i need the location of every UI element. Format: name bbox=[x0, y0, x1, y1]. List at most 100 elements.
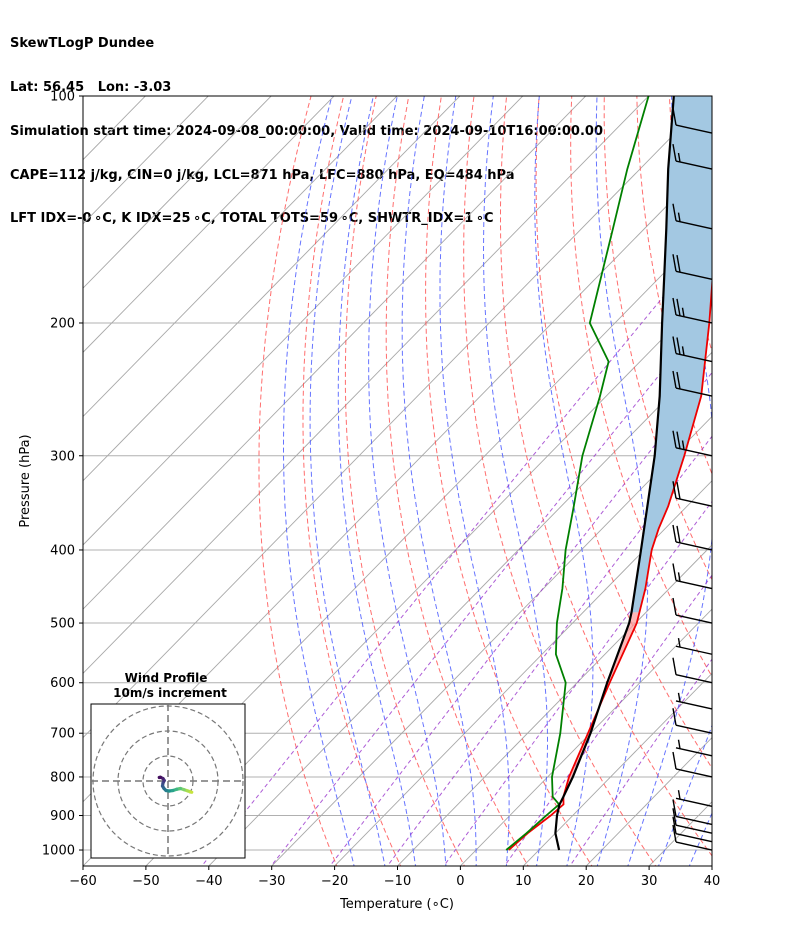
dry-adiabat bbox=[344, 96, 466, 866]
wind-barb bbox=[672, 336, 713, 363]
moist-adiabat bbox=[627, 96, 712, 866]
wind-barb bbox=[672, 143, 713, 170]
dry-adiabat bbox=[733, 82, 794, 869]
wind-barb bbox=[672, 524, 713, 551]
x-tick-label: −10 bbox=[384, 874, 411, 889]
cape-shading bbox=[561, 96, 712, 802]
x-tick-label: −50 bbox=[132, 874, 159, 889]
isotherm-line bbox=[83, 96, 587, 610]
wind-barb bbox=[675, 739, 713, 757]
x-tick-label: 40 bbox=[704, 874, 721, 889]
isotherm-line bbox=[83, 96, 209, 225]
wind-barb bbox=[672, 816, 713, 843]
x-axis: −60 −50 −40 −30 −20 −10 0 10 20 30 40 bbox=[69, 866, 720, 889]
wind-barb bbox=[675, 790, 713, 807]
y-tick-label: 100 bbox=[50, 90, 75, 105]
isotherm-line bbox=[83, 96, 272, 289]
wind-barb bbox=[672, 297, 713, 324]
mixing-ratio-line bbox=[329, 371, 712, 866]
dry-adiabat bbox=[302, 96, 402, 866]
x-tick-label: −60 bbox=[69, 874, 96, 889]
isotherm-line bbox=[459, 608, 712, 866]
wind-barb bbox=[672, 481, 713, 507]
y-tick-label: 300 bbox=[50, 449, 75, 464]
moist-adiabat bbox=[534, 96, 594, 866]
moist-adiabat bbox=[719, 79, 794, 869]
x-tick-label: −20 bbox=[321, 874, 348, 889]
isotherm-line bbox=[83, 96, 84, 97]
y-tick-label: 400 bbox=[50, 543, 75, 558]
isotherm-line bbox=[711, 865, 712, 866]
mixing-ratio-line bbox=[386, 435, 712, 866]
parcel-line bbox=[554, 96, 675, 851]
x-tick-label: −40 bbox=[195, 874, 222, 889]
y-tick-label: 200 bbox=[50, 316, 75, 331]
location-line: Lat: 56.45 Lon: -3.03 bbox=[10, 79, 172, 95]
x-tick-label: 20 bbox=[578, 874, 595, 889]
wind-barb bbox=[675, 692, 713, 710]
y-tick-label: 1000 bbox=[42, 844, 75, 859]
y-tick-label: 600 bbox=[50, 676, 75, 691]
x-axis-label: Temperature (∘C) bbox=[339, 897, 454, 912]
moist-adiabat bbox=[482, 96, 548, 866]
isotherm-line bbox=[145, 287, 712, 866]
dry-adiabat bbox=[500, 96, 712, 857]
dry-adiabat bbox=[425, 96, 593, 866]
positive-area-fill bbox=[631, 96, 712, 613]
dry-adiabat bbox=[701, 96, 712, 187]
dry-adiabat bbox=[535, 96, 712, 769]
wind-barb bbox=[672, 203, 713, 230]
moist-adiabat bbox=[309, 96, 386, 866]
isotherm-line bbox=[396, 544, 712, 866]
isotherm-line bbox=[83, 96, 524, 546]
moist-adiabat bbox=[657, 724, 712, 866]
wind-barb bbox=[672, 430, 713, 457]
wind-barb bbox=[672, 799, 713, 826]
dewpoint-line bbox=[505, 96, 650, 851]
profiles bbox=[505, 96, 712, 851]
x-tick-label: 0 bbox=[456, 874, 464, 889]
y-tick-label: 500 bbox=[50, 617, 75, 632]
hodograph-title: Wind Profile bbox=[125, 671, 208, 685]
temperature-line bbox=[508, 275, 712, 851]
y-tick-label: 900 bbox=[50, 809, 75, 824]
chart-header: SkewTLogP Dundee Lat: 56.45 Lon: -3.03 S… bbox=[10, 8, 603, 242]
y-axis-label: Pressure (hPa) bbox=[18, 434, 33, 527]
moist-adiabat bbox=[337, 96, 417, 866]
wind-barb bbox=[672, 254, 713, 280]
moist-adiabat bbox=[595, 96, 649, 866]
wind-barb bbox=[672, 657, 713, 684]
chart-title: SkewTLogP Dundee bbox=[10, 36, 155, 52]
mixing-ratio-line bbox=[201, 236, 712, 866]
isotherm-line bbox=[83, 96, 650, 675]
wind-barb bbox=[672, 597, 713, 624]
parameters-line-1: CAPE=112 j/kg, CIN=0 j/kg, LCL=871 hPa, … bbox=[10, 167, 515, 183]
x-tick-label: 10 bbox=[515, 874, 532, 889]
wind-barbs bbox=[672, 107, 713, 851]
dry-adiabat bbox=[570, 96, 712, 678]
wind-barb bbox=[672, 370, 713, 397]
wind-barb bbox=[672, 107, 713, 134]
hodograph-inset bbox=[90, 703, 246, 859]
dry-adiabat bbox=[463, 96, 657, 866]
isotherm-line bbox=[333, 480, 712, 866]
dry-adiabat bbox=[258, 96, 338, 866]
moist-adiabat bbox=[688, 811, 712, 866]
wind-barb bbox=[675, 638, 713, 655]
hodograph-subtitle: 10m/s increment bbox=[113, 686, 227, 700]
time-line: Simulation start time: 2024-09-08_00:00:… bbox=[10, 123, 603, 139]
isotherm-line bbox=[522, 672, 712, 866]
y-tick-label: 800 bbox=[50, 770, 75, 785]
x-tick-label: 30 bbox=[641, 874, 658, 889]
dry-adiabat bbox=[766, 82, 794, 869]
isotherm-line bbox=[83, 96, 461, 482]
wind-barb bbox=[672, 563, 713, 590]
moist-adiabat bbox=[401, 96, 477, 866]
y-axis: 1000 900 800 700 600 500 400 300 200 100 bbox=[42, 90, 83, 859]
x-tick-label: −30 bbox=[258, 874, 285, 889]
moist-adiabat bbox=[283, 96, 355, 866]
dry-adiabat bbox=[385, 96, 529, 866]
wind-barb bbox=[672, 824, 713, 851]
isotherm-line bbox=[83, 96, 335, 353]
mixing-ratio-line bbox=[443, 500, 712, 866]
